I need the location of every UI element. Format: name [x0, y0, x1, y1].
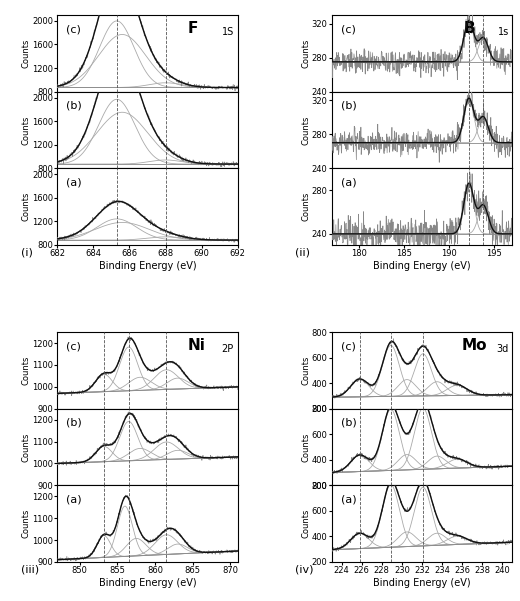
X-axis label: Binding Energy (eV): Binding Energy (eV) [99, 261, 196, 271]
Y-axis label: Counts: Counts [301, 432, 310, 462]
Text: (a): (a) [341, 495, 356, 504]
Text: (b): (b) [341, 101, 356, 111]
Text: B: B [463, 21, 475, 36]
Text: (iii): (iii) [21, 565, 39, 575]
Y-axis label: Counts: Counts [22, 432, 31, 462]
Y-axis label: Counts: Counts [21, 192, 31, 221]
Text: 1s: 1s [498, 27, 509, 37]
Y-axis label: Counts: Counts [21, 115, 31, 145]
Text: (c): (c) [341, 24, 356, 34]
X-axis label: Binding Energy (eV): Binding Energy (eV) [373, 261, 471, 271]
Y-axis label: Counts: Counts [301, 115, 310, 145]
Text: F: F [187, 21, 198, 36]
X-axis label: Binding Energy (eV): Binding Energy (eV) [373, 578, 471, 588]
Y-axis label: Counts: Counts [301, 192, 310, 221]
Y-axis label: Counts: Counts [21, 38, 31, 68]
Text: (ii): (ii) [295, 248, 310, 258]
Text: (a): (a) [66, 177, 82, 188]
Y-axis label: Counts: Counts [301, 509, 310, 538]
Text: (c): (c) [66, 24, 81, 34]
Text: (b): (b) [66, 101, 82, 111]
Text: (b): (b) [341, 418, 356, 428]
Y-axis label: Counts: Counts [22, 356, 31, 385]
Text: (a): (a) [341, 177, 356, 188]
Text: (c): (c) [341, 341, 356, 352]
Text: (i): (i) [21, 248, 33, 258]
Text: (iv): (iv) [295, 565, 314, 575]
Text: Mo: Mo [462, 338, 487, 353]
Y-axis label: Counts: Counts [22, 509, 31, 538]
Text: (a): (a) [66, 495, 82, 504]
Text: 2P: 2P [222, 344, 234, 355]
Y-axis label: Counts: Counts [301, 356, 310, 385]
Text: (c): (c) [66, 341, 81, 352]
Y-axis label: Counts: Counts [301, 38, 310, 68]
Text: 3d: 3d [496, 344, 508, 355]
Text: 1S: 1S [222, 27, 234, 37]
Text: Ni: Ni [187, 338, 205, 353]
X-axis label: Binding Energy (eV): Binding Energy (eV) [99, 578, 196, 588]
Text: (b): (b) [66, 418, 82, 428]
